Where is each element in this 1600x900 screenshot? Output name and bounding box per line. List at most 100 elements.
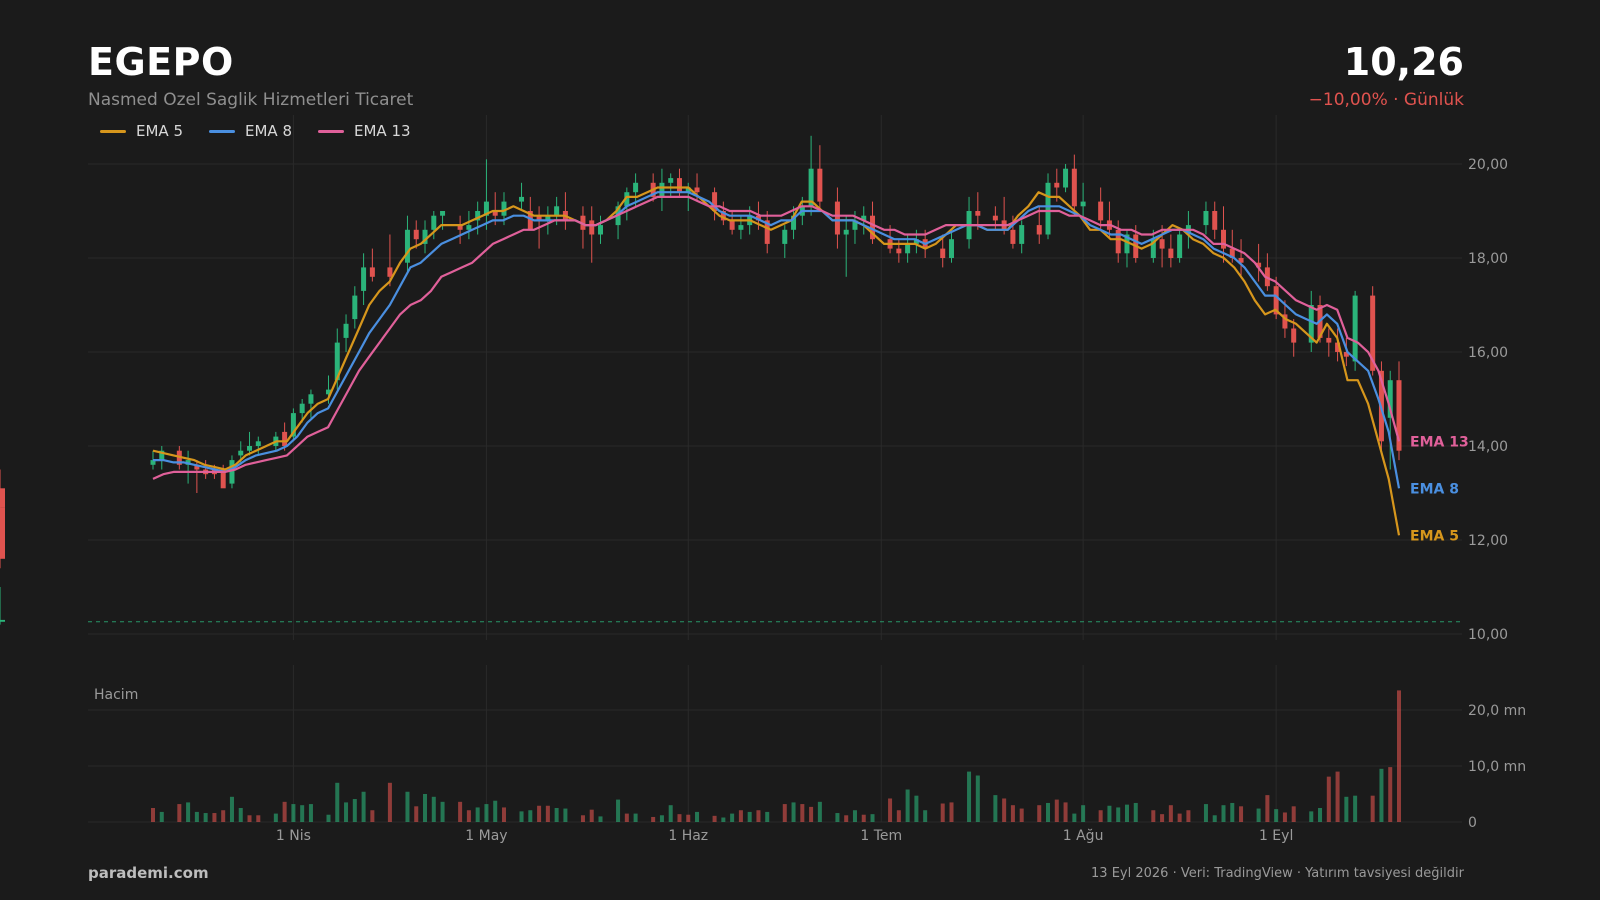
legend-ema8[interactable]: EMA 8 [209, 122, 292, 140]
volume-bar [1230, 802, 1235, 822]
candle-body [738, 225, 744, 230]
brand[interactable]: parademi.com [88, 864, 209, 882]
footer-note: 13 Eyl 2026 · Veri: TradingView · Yatırı… [1091, 866, 1464, 881]
volume-bar [1309, 811, 1314, 822]
price-tick-label: 16,00 [1468, 345, 1508, 361]
chart-legend: EMA 5 EMA 8 EMA 13 [100, 122, 411, 140]
volume-bar [1116, 807, 1121, 822]
candle-body [150, 460, 156, 465]
volume-bar [677, 814, 682, 822]
candle-body [1045, 182, 1051, 235]
candle-body [676, 178, 682, 193]
volume-bar [466, 810, 471, 822]
volume-bar [194, 811, 199, 822]
candle-body [948, 239, 954, 258]
grid [88, 115, 1462, 823]
volume-bar [844, 815, 849, 822]
volume-bar [361, 791, 366, 822]
volume-bar [221, 810, 226, 822]
volume-bar [791, 802, 796, 822]
volume-bar [1186, 810, 1191, 822]
candle-body [712, 192, 718, 211]
volume-bar [1098, 810, 1103, 822]
volume-bar [1054, 799, 1059, 822]
volume-bar [431, 796, 436, 822]
volume-bar [1107, 805, 1112, 822]
ema-end-label: EMA 8 [1410, 481, 1459, 497]
candle-body [1063, 168, 1069, 188]
candle-body [0, 507, 5, 559]
last-price: 10,26 [1343, 40, 1464, 84]
candle-body [905, 243, 911, 254]
volume-bar [861, 814, 866, 822]
volume-bar [975, 775, 980, 822]
volume-bar [563, 808, 568, 822]
candle-body [1054, 182, 1060, 188]
volume-bar [440, 801, 445, 822]
candle-body [992, 215, 998, 221]
candle-body [1273, 286, 1279, 315]
volume-bar [335, 782, 340, 822]
candle-body [369, 267, 375, 277]
volume-bar [905, 789, 910, 822]
price-tick-label: 18,00 [1468, 251, 1508, 267]
candle-body [685, 187, 691, 193]
date-tick-label: 1 Eyl [1259, 828, 1293, 844]
volume-bar [1168, 805, 1173, 822]
candle-body [334, 342, 340, 381]
volume-bar [589, 809, 594, 822]
ema-end-label: EMA 5 [1410, 528, 1459, 544]
candle-body [238, 450, 244, 456]
candle-body [633, 182, 639, 193]
date-tick-label: 1 Nis [276, 828, 311, 844]
volume-bar [651, 816, 656, 822]
candle-body [483, 201, 489, 216]
ema-line-1 [152, 186, 1401, 536]
candle-body [194, 464, 200, 470]
volume-bar [387, 782, 392, 822]
candle-body [1352, 295, 1358, 362]
volume-bar [993, 795, 998, 822]
candle-body [308, 394, 314, 404]
candle-body [387, 267, 393, 277]
volume-bar [1133, 802, 1138, 822]
volume-tick-label: 10,0 mn [1468, 759, 1526, 775]
candle-body [475, 211, 481, 221]
volume-bar [291, 804, 296, 822]
volume-bar [238, 808, 243, 822]
candle-body [0, 488, 5, 508]
candle-body [545, 215, 551, 221]
volume-bar [686, 814, 691, 822]
volume-bar [809, 806, 814, 822]
volume-bar [177, 804, 182, 822]
volume-bar [817, 801, 822, 822]
volume-bar [695, 811, 700, 822]
candle-body [325, 389, 331, 395]
volume-bar [659, 815, 664, 822]
candle-body [598, 225, 604, 235]
date-tick-label: 1 Tem [860, 828, 902, 844]
axes: 20,00 18,00 16,00 14,00 12,00 10,00 0 10,0 mn 20… [276, 157, 1526, 844]
candle-body [413, 229, 419, 240]
legend-ema5[interactable]: EMA 5 [100, 122, 183, 140]
volume-bar [256, 815, 261, 822]
candle-body [1036, 225, 1042, 235]
volume-bar [186, 802, 191, 822]
candle-body [1080, 201, 1086, 207]
candle-body [299, 403, 305, 414]
volume-bar [923, 810, 928, 822]
volume-bar [229, 796, 234, 822]
volume-bar [800, 804, 805, 822]
volume-bar [1326, 776, 1331, 822]
candle-body [536, 215, 542, 221]
volume-bar [1370, 795, 1375, 822]
candle-body [1396, 380, 1402, 451]
candle-body [791, 215, 797, 230]
volume-bar [598, 816, 603, 822]
volume-bar [300, 805, 305, 822]
volume-bar [282, 801, 287, 822]
volume-bar [1344, 796, 1349, 822]
legend-ema13[interactable]: EMA 13 [318, 122, 411, 140]
volume-bar [888, 798, 893, 822]
